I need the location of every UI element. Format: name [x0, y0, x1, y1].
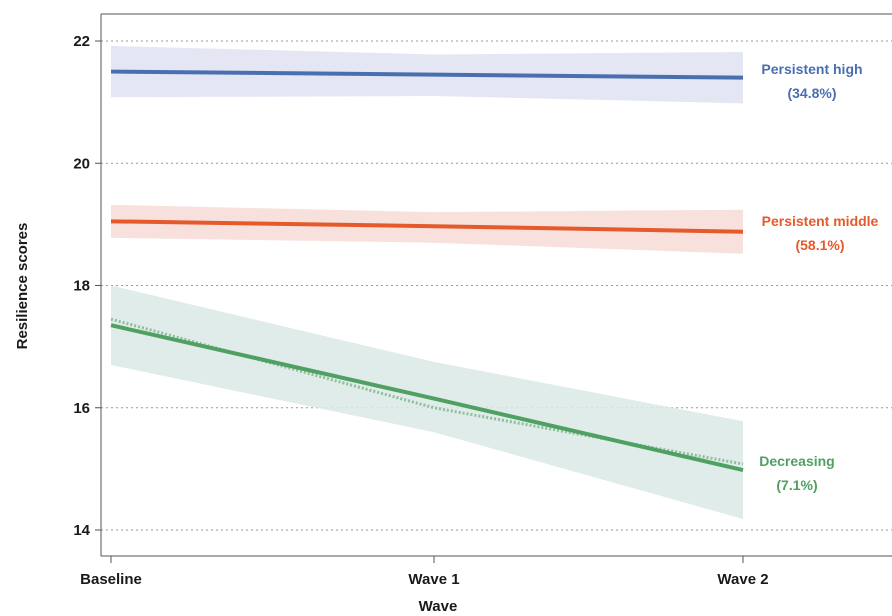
- series-line: [110, 69, 744, 80]
- y-axis-ticks: 14 16 18 20 22: [73, 33, 101, 539]
- series-percent-label: (34.8%): [787, 85, 836, 101]
- x-axis-title: Wave: [419, 598, 458, 615]
- series-percent-label: (7.1%): [776, 477, 817, 493]
- x-tick-label: Wave 2: [717, 571, 768, 588]
- y-tick-label: 16: [73, 400, 90, 417]
- series-name-label: Decreasing: [759, 453, 834, 469]
- y-axis-title: Resilience scores: [14, 223, 31, 350]
- y-tick-label: 14: [73, 522, 90, 539]
- y-tick-label: 20: [73, 155, 90, 172]
- series-line: [110, 323, 744, 473]
- series-labels: Persistent high (34.8%) Persistent middle (…: [759, 61, 878, 493]
- x-tick-label: Wave 1: [408, 571, 459, 588]
- x-axis-ticks: Baseline Wave 1 Wave 2: [80, 556, 769, 588]
- series-name-label: Persistent high: [761, 61, 862, 77]
- series-name-label: Persistent middle: [762, 213, 879, 229]
- series-percent-label: (58.1%): [795, 237, 844, 253]
- series-line: [110, 219, 744, 234]
- y-tick-label: 22: [73, 33, 90, 50]
- y-tick-label: 18: [73, 278, 90, 295]
- confidence-bands: [111, 45, 743, 519]
- series-lines: [110, 69, 744, 473]
- x-tick-label: Baseline: [80, 571, 142, 588]
- confidence-band: [111, 204, 743, 254]
- confidence-band: [111, 285, 743, 519]
